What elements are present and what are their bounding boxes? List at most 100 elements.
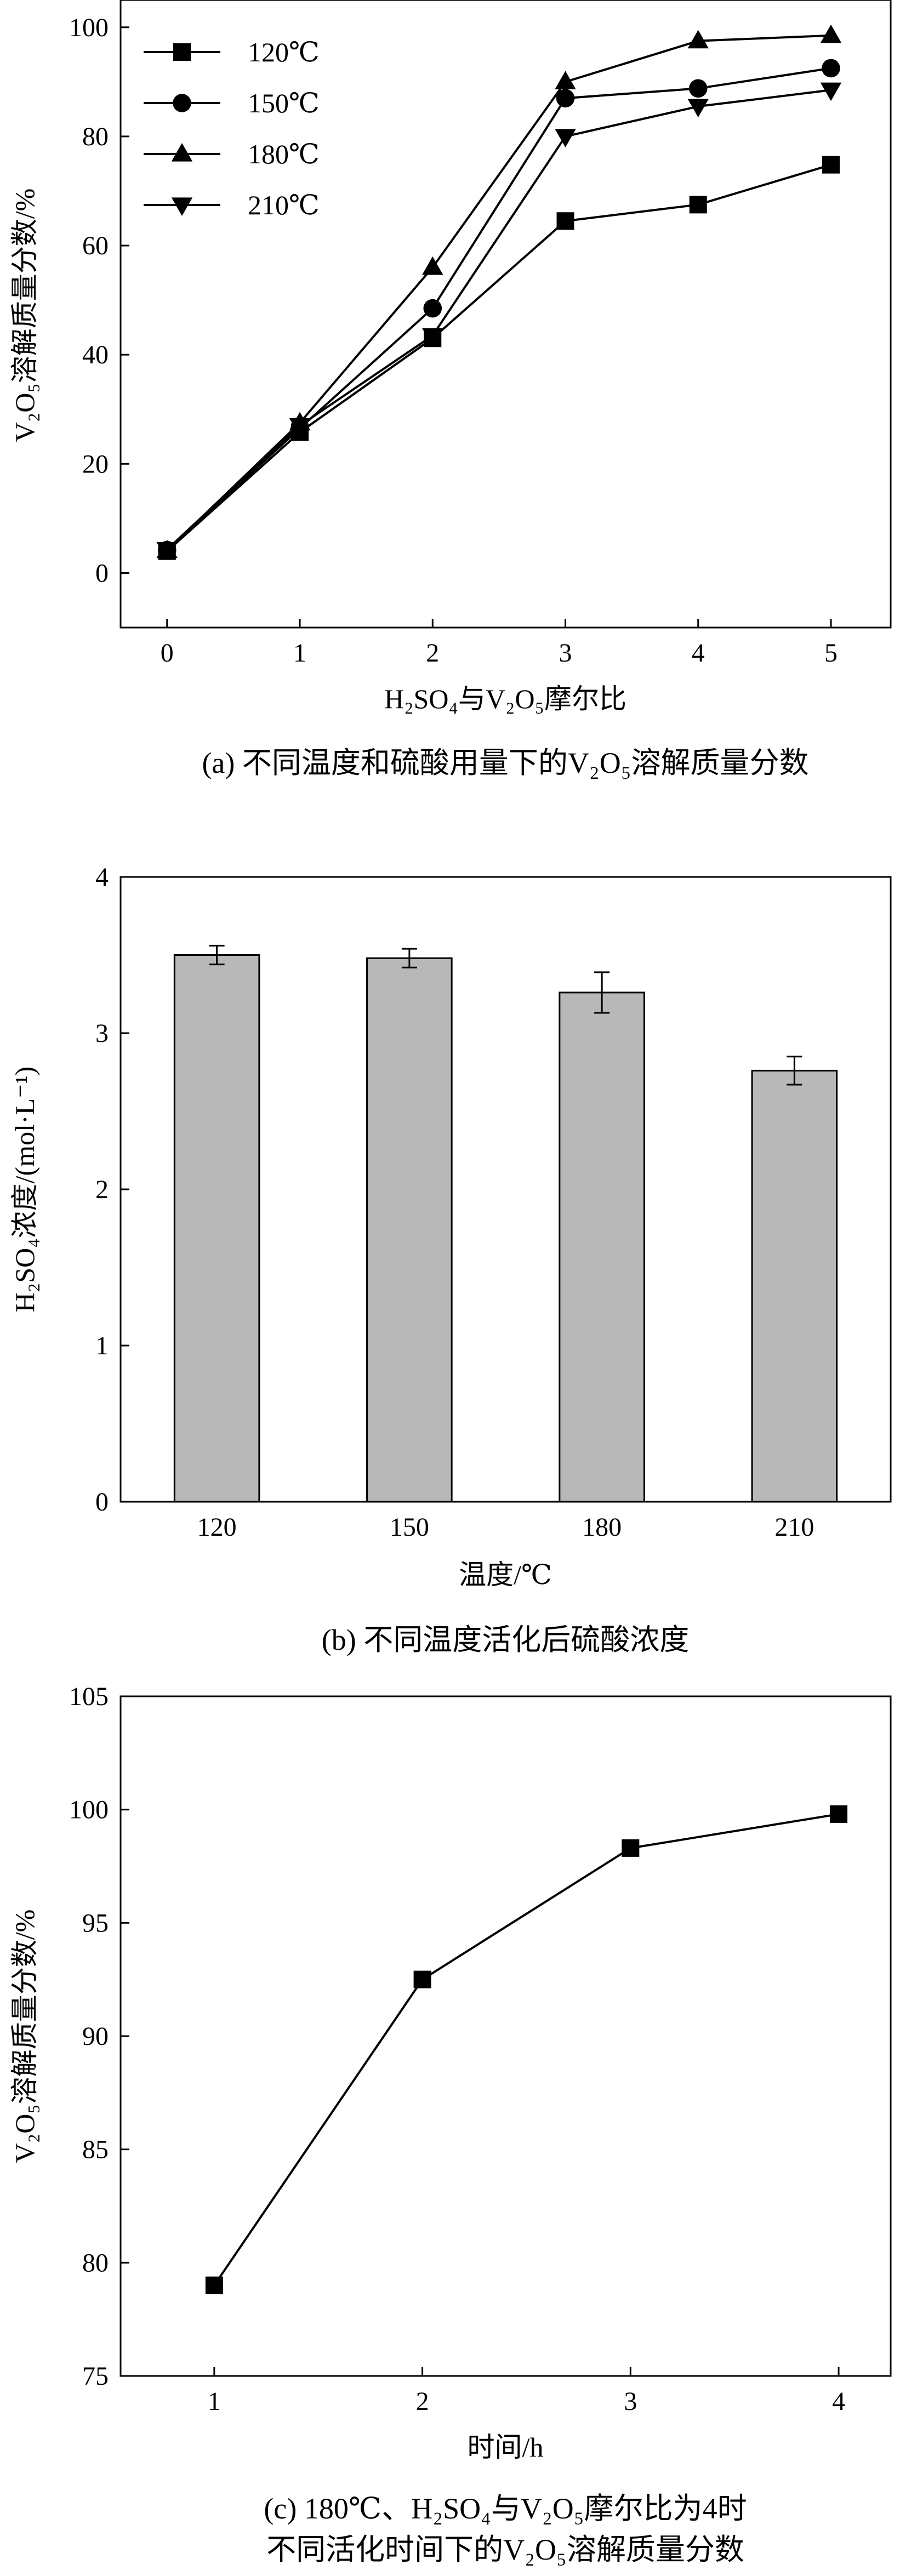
chart-a-legend-marker [173, 43, 191, 61]
chart-a-y-axis: 0 20 40 60 80 100 [69, 13, 129, 588]
chart-b-y-axis: 0 1 2 3 4 [95, 863, 129, 1517]
chart-b-y-tick-label: 1 [95, 1331, 109, 1360]
chart-c-y-tick-label: 75 [82, 2362, 109, 2391]
chart-b-bar [559, 991, 645, 1503]
chart-a-data-point [555, 71, 576, 89]
chart-a-data-point [822, 156, 840, 174]
chart-c-caption-line-2: 不同活化时间下的V₂O₅溶解质量分数 [266, 2533, 744, 2566]
chart-c-series-line-0 [213, 1813, 839, 2286]
chart-a-data-point [822, 59, 840, 78]
chart-b-y-tick-label: 3 [95, 1019, 109, 1048]
chart-a-x-tick-label: 0 [161, 639, 174, 668]
chart-a-x-tick-label: 2 [426, 639, 439, 668]
chart-b-error-bar [787, 1056, 802, 1086]
chart-a-data-point [156, 542, 178, 561]
chart-a-data-point [689, 196, 707, 214]
chart-a: 0 1 2 3 4 5 0 20 40 60 80 100 120℃ 150℃ 180℃ 210℃ H₂S… [9, 0, 892, 779]
chart-c-x-tick-label: 2 [416, 2387, 429, 2416]
chart-b-error-bar [401, 948, 417, 968]
chart-a-y-tick-label: 20 [82, 449, 109, 478]
chart-a-series-line-1 [166, 67, 831, 551]
chart-a-legend-marker [171, 143, 193, 162]
chart-c-series-layer [205, 1805, 848, 2294]
chart-a-x-tick-label: 5 [824, 639, 838, 668]
chart-a-y-tick-label: 0 [95, 558, 109, 588]
chart-a-caption: (a) 不同温度和硫酸用量下的V₂O₅溶解质量分数 [202, 746, 808, 779]
chart-a-y-tick-label: 80 [82, 122, 109, 151]
chart-a-x-tick-label: 3 [559, 639, 572, 668]
chart-a-legend-label: 150℃ [248, 88, 320, 118]
chart-b-x-tick-label: 180 [582, 1513, 622, 1542]
chart-a-data-point [556, 212, 574, 230]
chart-c-x-tick-label: 3 [624, 2387, 637, 2416]
chart-c-y-tick-label: 95 [82, 1908, 109, 1937]
chart-b-bar [173, 954, 260, 1503]
chart-a-data-point [423, 299, 442, 318]
chart-c-caption-line-1: (c) 180℃、H₂SO₄与V₂O₅摩尔比为4时 [264, 2492, 747, 2525]
chart-a-data-point [687, 30, 709, 49]
chart-a-plot-frame [119, 0, 892, 629]
chart-a-legend-label: 180℃ [248, 139, 320, 169]
chart-a-data-point [556, 89, 575, 108]
chart-a-y-tick-label: 40 [82, 340, 109, 369]
chart-a-x-tick-label: 4 [692, 639, 705, 668]
chart-b-y-axis-title: H₂SO₄浓度/(mol·L⁻¹) [9, 1067, 40, 1312]
chart-c-data-point [830, 1805, 848, 1823]
chart-c-data-point [413, 1970, 431, 1988]
chart-a-series-line-0 [166, 163, 831, 552]
chart-a-data-point [820, 24, 842, 43]
chart-c-y-tick-label: 85 [82, 2135, 109, 2164]
chart-b-x-tick-label: 120 [197, 1513, 237, 1542]
chart-a-y-tick-label: 60 [82, 231, 109, 260]
chart-a-y-tick-label: 100 [69, 13, 109, 42]
chart-a-x-tick-label: 1 [293, 639, 306, 668]
chart-a-series-line-2 [166, 34, 831, 552]
chart-b-bars-layer [173, 944, 838, 1503]
chart-b-error-bar [209, 944, 225, 966]
chart-a-data-point [555, 129, 576, 147]
chart-c-data-point [622, 1839, 640, 1857]
chart-b-error-bar [594, 971, 610, 1014]
chart-a-x-axis-title: H₂SO₄与V₂O₅摩尔比 [384, 683, 626, 714]
chart-b-bar [366, 957, 453, 1503]
chart-b-y-tick-label: 0 [95, 1488, 109, 1517]
chart-c-y-axis-title: V₂O₅溶解质量分数/% [9, 1910, 40, 2163]
chart-a-data-point [820, 82, 842, 101]
chart-b-x-tick-label: 150 [390, 1513, 429, 1542]
chart-c-x-axis-title: 时间/h [468, 2432, 544, 2463]
chart-a-data-point [422, 256, 443, 275]
chart-b-caption: (b) 不同温度活化后硫酸浓度 [322, 1623, 689, 1656]
chart-b-y-tick-label: 4 [95, 863, 109, 892]
chart-a-series-line-3 [166, 89, 831, 551]
chart-a-series-layer [156, 24, 842, 561]
chart-b-x-axis: 120 150 180 210 [197, 1493, 814, 1542]
chart-a-legend-label: 120℃ [248, 37, 320, 67]
chart-a-legend-marker [171, 197, 193, 216]
chart-b-x-tick-label: 210 [774, 1513, 814, 1542]
chart-c-x-axis: 1 2 3 4 [208, 2367, 845, 2416]
chart-b-x-axis-title: 温度/℃ [459, 1559, 552, 1590]
chart-c-y-tick-label: 80 [82, 2248, 109, 2277]
chart-a-data-point [422, 328, 443, 347]
chart-c-y-tick-label: 90 [82, 2022, 109, 2051]
chart-c-y-tick-label: 100 [69, 1796, 109, 1825]
chart-a-legend-marker [173, 94, 191, 112]
chart-b: 120 150 180 210 0 1 2 3 4 温度/℃ H₂SO₄浓度/(mol·L⁻¹… [9, 863, 892, 1656]
chart-a-y-axis-title: V₂O₅溶解质量分数/% [9, 189, 40, 442]
chart-a-data-point [688, 79, 708, 98]
chart-c-plot-frame [119, 1695, 892, 2377]
chart-b-y-tick-label: 2 [95, 1175, 109, 1204]
chart-c-y-axis: 75 80 85 90 95 100 105 [69, 1682, 129, 2391]
chart-a-data-point [687, 99, 709, 118]
chart-c-x-tick-label: 1 [208, 2387, 221, 2416]
chart-c-data-point [205, 2276, 223, 2294]
chart-a-x-axis: 0 1 2 3 4 5 [161, 619, 838, 668]
chart-a-legend: 120℃ 150℃ 180℃ 210℃ [144, 37, 320, 220]
chart-b-bar [751, 1069, 838, 1503]
chart-c-x-tick-label: 4 [832, 2387, 845, 2416]
chart-a-data-point [289, 418, 311, 437]
chart-a-legend-label: 210℃ [248, 190, 320, 220]
chart-c-y-tick-label: 105 [69, 1682, 109, 1711]
